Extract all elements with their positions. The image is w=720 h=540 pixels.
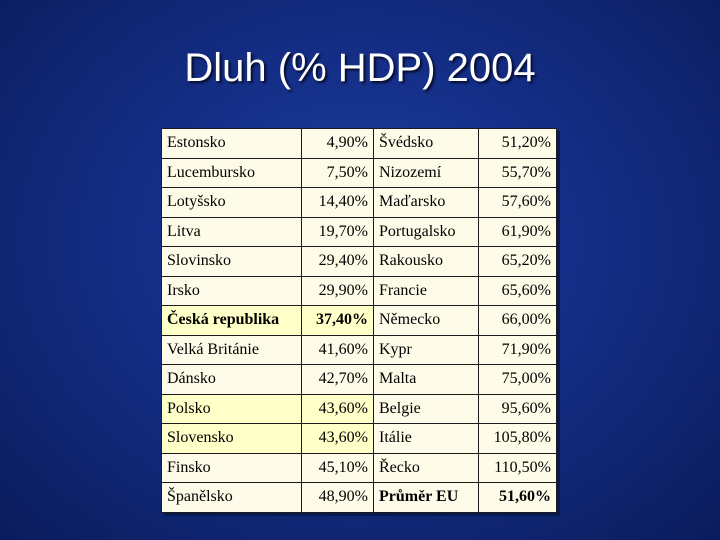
debt-value-cell: 51,20% (478, 128, 557, 159)
country-cell: Česká republika (161, 305, 302, 336)
debt-value-cell: 71,90% (478, 334, 557, 365)
country-cell: Belgie (373, 393, 479, 424)
country-cell: Francie (373, 275, 479, 306)
table-row-slovakia: Slovensko 43,60% Itálie 105,80% (161, 423, 557, 454)
debt-value-cell: 105,80% (478, 423, 557, 454)
debt-value-cell: 57,60% (478, 187, 557, 218)
country-cell: Itálie (373, 423, 479, 454)
country-cell: Slovensko (161, 423, 302, 454)
country-cell: Estonsko (161, 128, 302, 159)
debt-value-cell: 29,90% (301, 275, 374, 306)
country-cell: Malta (373, 364, 479, 395)
debt-value-cell: 42,70% (301, 364, 374, 395)
table-row: Lotyšsko 14,40% Maďarsko 57,60% (161, 187, 557, 218)
table-row: Litva 19,70% Portugalsko 61,90% (161, 216, 557, 247)
slide-title: Dluh (% HDP) 2004 (184, 46, 536, 90)
country-cell: Rakousko (373, 246, 479, 277)
country-cell: Finsko (161, 452, 302, 483)
table-row: Estonsko 4,90% Švédsko 51,20% (161, 128, 557, 159)
country-cell: Německo (373, 305, 479, 336)
country-cell: Polsko (161, 393, 302, 424)
table-row-czech-republic: Česká republika 37,40% Německo 66,00% (161, 305, 557, 336)
country-cell: Nizozemí (373, 157, 479, 188)
country-cell: Lucembursko (161, 157, 302, 188)
country-cell: Portugalsko (373, 216, 479, 247)
debt-value-cell: 37,40% (301, 305, 374, 336)
eu-average-label: Průměr EU (373, 482, 479, 513)
country-cell: Dánsko (161, 364, 302, 395)
debt-value-cell: 4,90% (301, 128, 374, 159)
country-cell: Švédsko (373, 128, 479, 159)
debt-value-cell: 61,90% (478, 216, 557, 247)
table-row: Slovinsko 29,40% Rakousko 65,20% (161, 246, 557, 277)
debt-value-cell: 75,00% (478, 364, 557, 395)
debt-value-cell: 43,60% (301, 393, 374, 424)
debt-value-cell: 7,50% (301, 157, 374, 188)
debt-value-cell: 43,60% (301, 423, 374, 454)
country-cell: Maďarsko (373, 187, 479, 218)
country-cell: Španělsko (161, 482, 302, 513)
country-cell: Lotyšsko (161, 187, 302, 218)
eu-average-value: 51,60% (478, 482, 557, 513)
debt-value-cell: 65,20% (478, 246, 557, 277)
table-row: Lucembursko 7,50% Nizozemí 55,70% (161, 157, 557, 188)
debt-value-cell: 95,60% (478, 393, 557, 424)
table-row: Dánsko 42,70% Malta 75,00% (161, 364, 557, 395)
country-cell: Litva (161, 216, 302, 247)
debt-value-cell: 14,40% (301, 187, 374, 218)
debt-table: Estonsko 4,90% Švédsko 51,20% Lucembursk… (161, 128, 557, 513)
table-row-poland: Polsko 43,60% Belgie 95,60% (161, 393, 557, 424)
table-row: Irsko 29,90% Francie 65,60% (161, 275, 557, 306)
debt-value-cell: 29,40% (301, 246, 374, 277)
country-cell: Irsko (161, 275, 302, 306)
debt-value-cell: 19,70% (301, 216, 374, 247)
country-cell: Slovinsko (161, 246, 302, 277)
debt-value-cell: 41,60% (301, 334, 374, 365)
debt-value-cell: 48,90% (301, 482, 374, 513)
table-row-eu-average: Španělsko 48,90% Průměr EU 51,60% (161, 482, 557, 513)
country-cell: Kypr (373, 334, 479, 365)
table-row: Velká Británie 41,60% Kypr 71,90% (161, 334, 557, 365)
debt-value-cell: 55,70% (478, 157, 557, 188)
debt-value-cell: 65,60% (478, 275, 557, 306)
debt-value-cell: 66,00% (478, 305, 557, 336)
debt-value-cell: 110,50% (478, 452, 557, 483)
table-row: Finsko 45,10% Řecko 110,50% (161, 452, 557, 483)
debt-value-cell: 45,10% (301, 452, 374, 483)
country-cell: Řecko (373, 452, 479, 483)
country-cell: Velká Británie (161, 334, 302, 365)
